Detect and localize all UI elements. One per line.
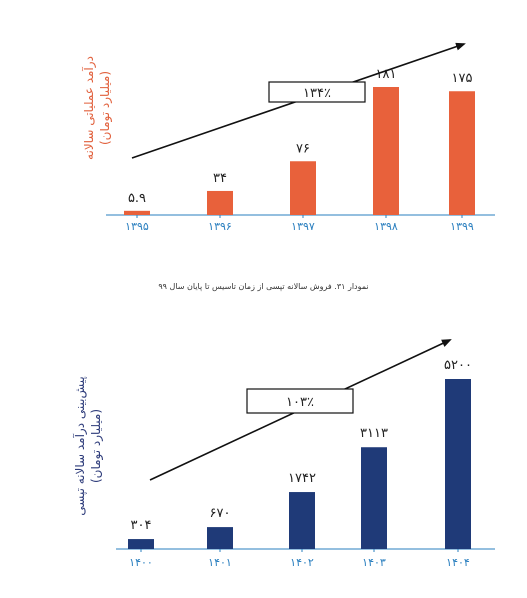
chart2-category-label-2: ۱۴۰۱ (208, 556, 232, 569)
chart2-bar-5 (445, 379, 471, 549)
chart2-data-label-1: ۳۰۴ (131, 518, 152, 533)
chart1-data-label-4: ۱۸۱ (376, 67, 397, 82)
chart1-data-label-3: ۷۶ (296, 141, 310, 156)
chart2-data-label-3: ۱۷۴۲ (288, 471, 316, 486)
chart2-bar-3 (289, 492, 315, 549)
chart1-category-label-1: ۱۳۹۵ (125, 220, 149, 233)
chart1-ylabel-unit: (میلیارد تومان) (98, 70, 112, 146)
chart2-growth-box (246, 388, 354, 414)
chart2-bar-2 (207, 527, 233, 549)
chart1-bar-2 (207, 190, 233, 215)
chart2-data-label-2: ۶۷۰ (210, 506, 231, 521)
chart1-bar-3 (290, 161, 316, 215)
chart2-group: ۳۰۴ ۱۴۰۰ ۶۷۰ ۱۴۰۱ ۱۷۴۲ ۱۴۰۲ ۳۱۱۳ ۱۴۰۳ ۵۲۰۰ ۱۴۰۴ ۱۰… (116, 339, 495, 569)
chart1-bar-1 (124, 210, 150, 215)
chart1-category-label-5: ۱۳۹۹ (450, 220, 474, 233)
chart1-growth-box (268, 81, 366, 103)
chart1-group: ۵.۹ ۱۳۹۵ ۳۴ ۱۳۹۶ ۷۶ ۱۳۹۷ ۱۸۱ ۱۳۹۸ ۱۷۵ ۱۳۹۹ ۱۳۴٪ (106, 42, 495, 233)
chart1-data-label-5: ۱۷۵ (452, 71, 473, 86)
chart2-growth-label: ۱۰۳٪ (286, 395, 314, 410)
chart1-category-label-3: ۱۳۹۷ (291, 220, 315, 233)
chart1-data-label-2: ۳۴ (213, 171, 227, 186)
chart2-category-label-5: ۱۴۰۴ (446, 556, 470, 569)
chart2-category-label-3: ۱۴۰۲ (290, 556, 314, 569)
chart2-data-label-5: ۵۲۰۰ (444, 358, 472, 373)
chart1-category-label-4: ۱۳۹۸ (374, 220, 398, 233)
chart2-bar-1 (128, 539, 154, 549)
chart2-ylabel-title: پیش‌بینی درآمد سالانه تپسی (73, 376, 87, 516)
chart1-data-label-1: ۵.۹ (128, 191, 146, 206)
chart2-data-label-4: ۳۱۱۳ (360, 426, 388, 441)
chart1-bar-4 (373, 87, 399, 215)
chart1-bar-5 (449, 91, 475, 215)
chart1-caption: نمودار ۳۱. فروش سالانه تپسی از زمان تاسی… (158, 282, 369, 291)
chart2-bar-4 (361, 447, 387, 549)
chart2-ylabel: پیش‌بینی درآمد سالانه تپسی (میلیارد توما… (72, 346, 104, 546)
chart1-ylabel-title: درآمد عملیاتی سالانه (82, 56, 96, 160)
chart1-ylabel: درآمد عملیاتی سالانه (میلیارد تومان) (81, 33, 113, 183)
chart1-growth-label: ۱۳۴٪ (303, 86, 331, 101)
chart2-category-label-4: ۱۴۰۳ (362, 556, 386, 569)
chart1-category-label-2: ۱۳۹۶ (208, 220, 232, 233)
chart2-category-label-1: ۱۴۰۰ (129, 556, 153, 569)
chart2-ylabel-unit: (میلیارد تومان) (89, 408, 103, 484)
